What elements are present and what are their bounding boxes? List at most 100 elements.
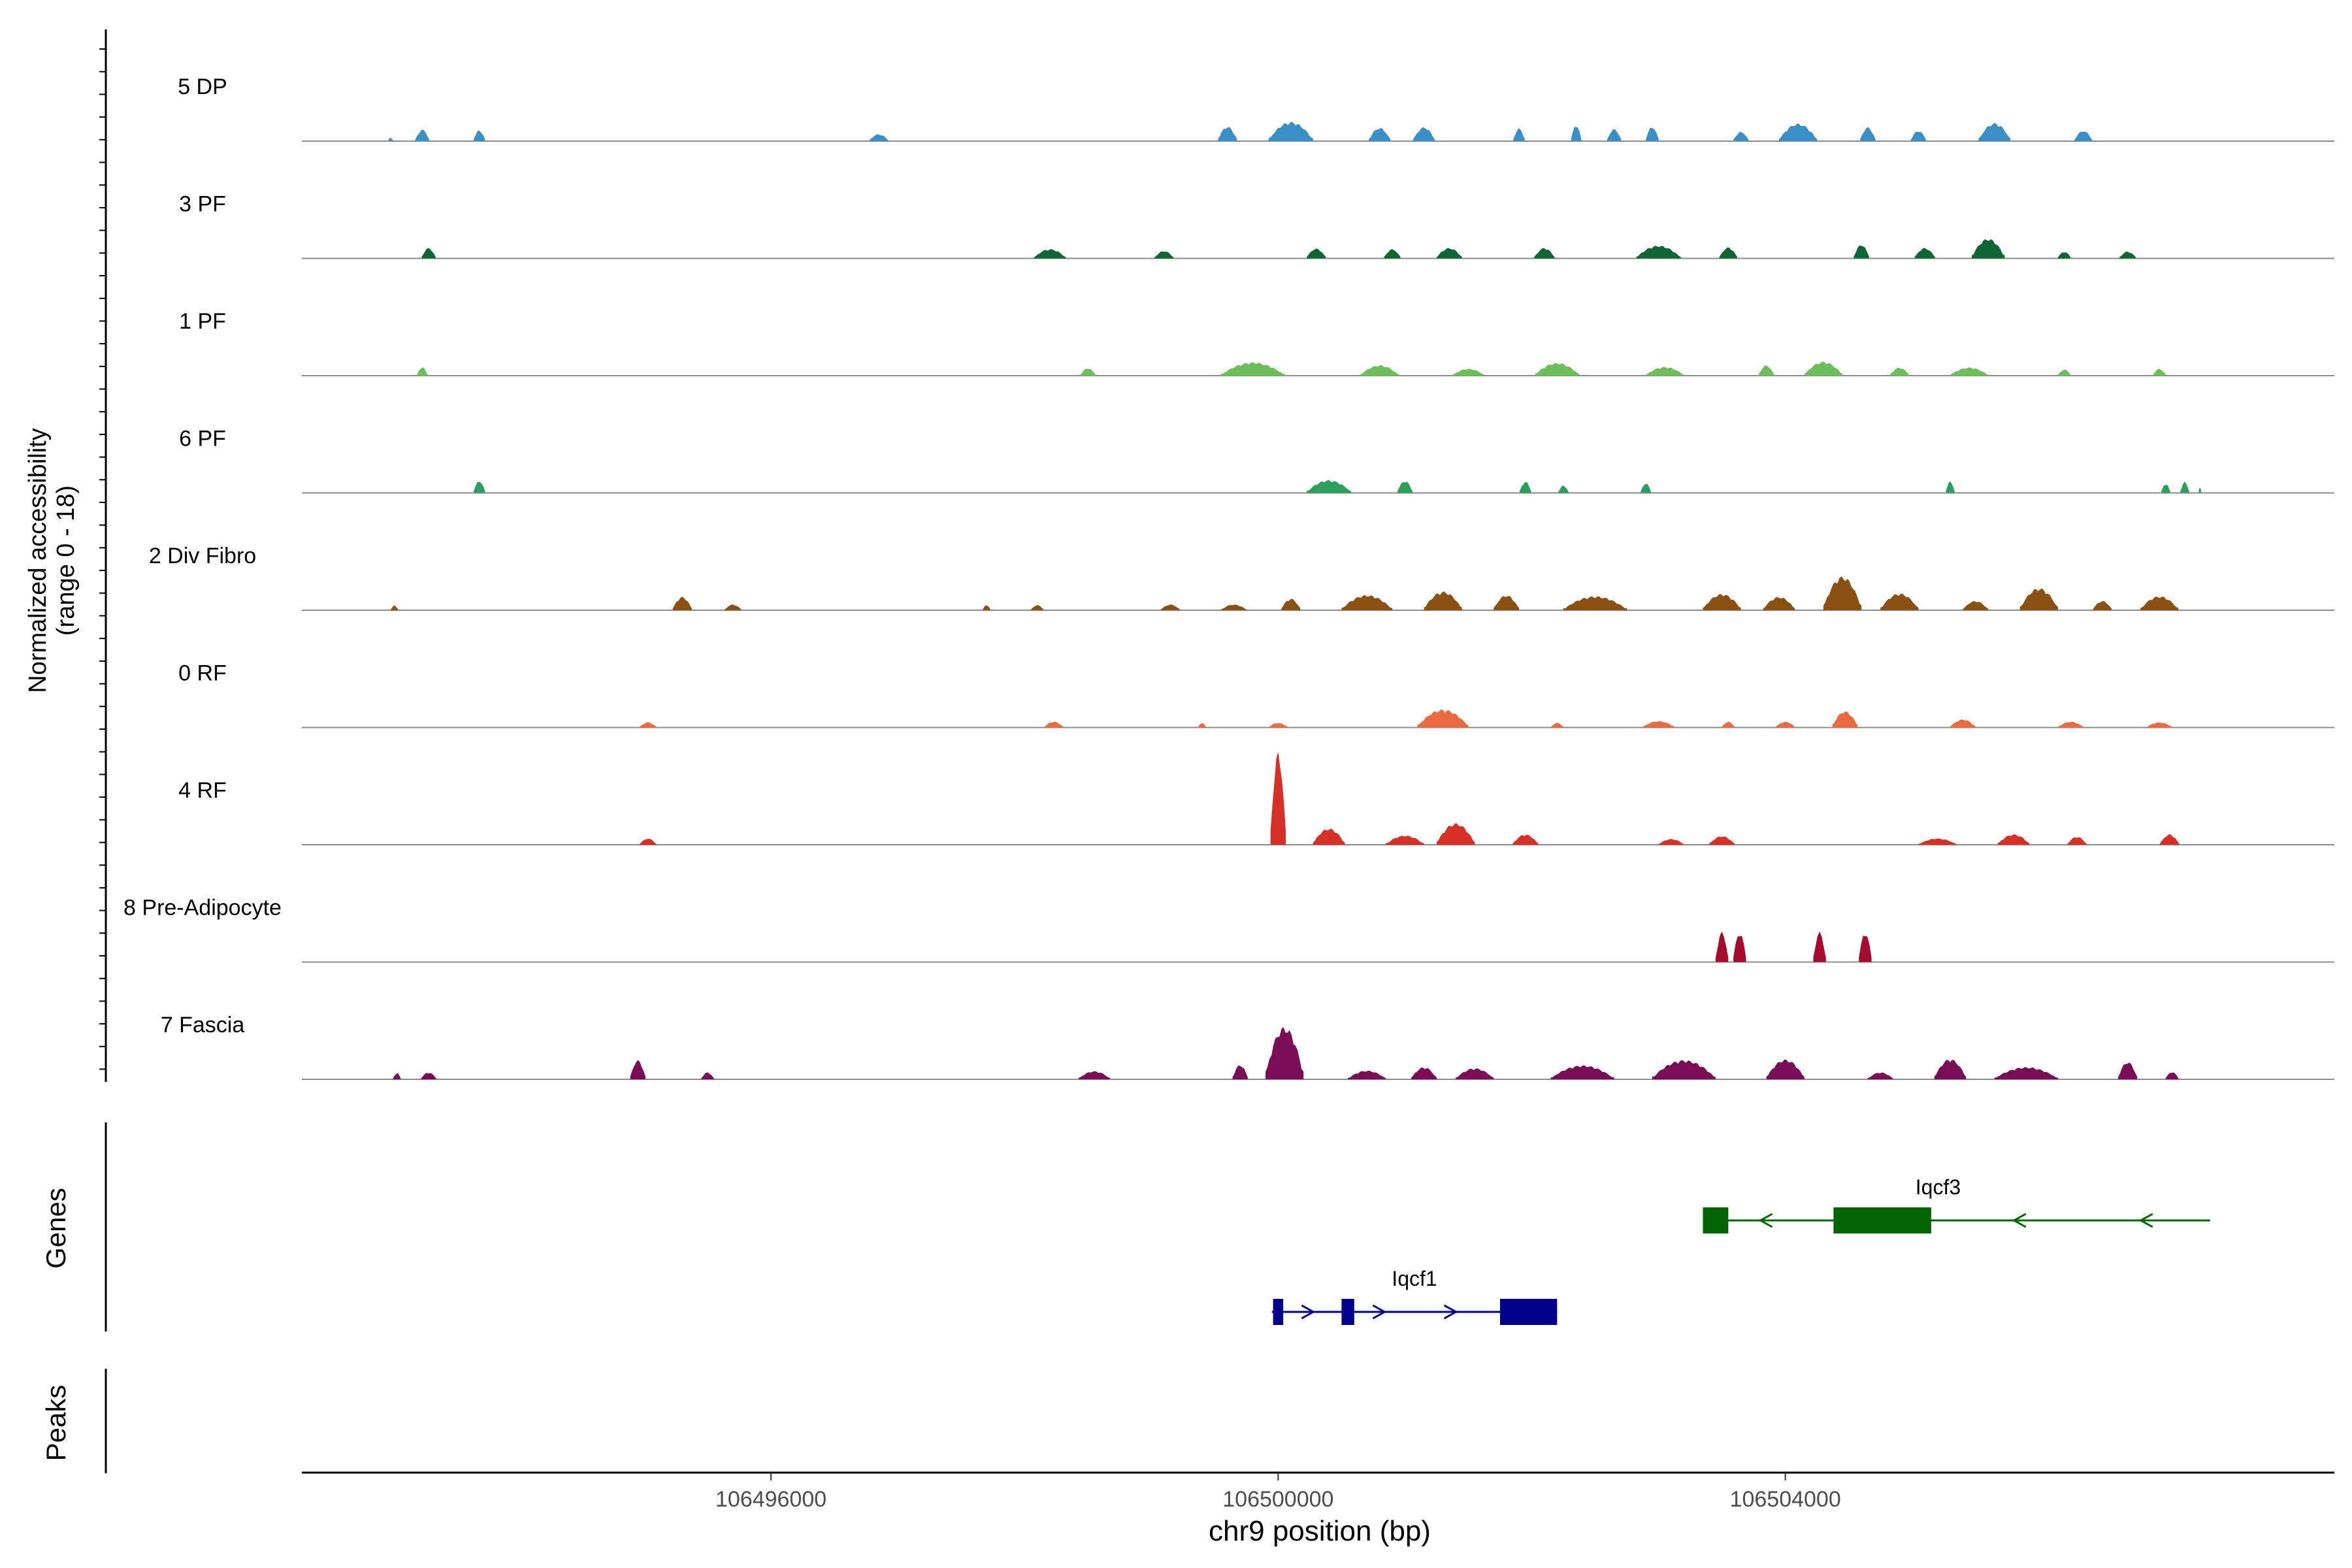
coverage-peak (1642, 721, 1674, 728)
coverage-peak (1034, 249, 1066, 259)
coverage-peak (390, 605, 399, 610)
coverage-peak (1766, 1059, 1805, 1079)
coverage-peak (1270, 751, 1286, 845)
coverage-peak (1386, 836, 1424, 845)
coverage-peak (2057, 369, 2071, 376)
coverage-peak (983, 605, 990, 610)
coverage-peak (2198, 487, 2202, 493)
coverage-peak (869, 134, 889, 141)
coverage-peak (1550, 723, 1563, 728)
gene-exon (1273, 1299, 1284, 1325)
coverage-peak (1997, 834, 2030, 845)
coverage-peak (1198, 723, 1206, 728)
coverage-peak (1646, 127, 1659, 141)
coverage-peak (1950, 719, 1976, 728)
strand-arrow (2012, 1213, 2027, 1228)
track-label: 1 PF (179, 309, 226, 334)
coverage-peak (1571, 127, 1582, 141)
coverage-peak (1044, 721, 1064, 728)
strand-arrow (1758, 1213, 1773, 1228)
coverage-peak (1722, 721, 1735, 728)
x-tick-label: 106500000 (1222, 1487, 1333, 1512)
coverage-peak (1078, 1071, 1111, 1079)
x-axis-title: chr9 position (bp) (1209, 1515, 1431, 1547)
coverage-peak (1534, 248, 1555, 259)
coverage-peak (474, 482, 485, 493)
coverage-peak (1733, 936, 1746, 962)
coverage-peak (1341, 595, 1392, 610)
track-label: 0 RF (178, 661, 227, 686)
coverage-peak (2153, 368, 2166, 376)
coverage-peak (1281, 598, 1301, 610)
coverage-peak (1307, 248, 1326, 259)
coverage-peak (1232, 1065, 1248, 1079)
x-tick-label: 106496000 (715, 1487, 826, 1512)
coverage-peak (415, 129, 429, 141)
coverage-peak (1268, 723, 1288, 728)
coverage-peak (1910, 131, 1927, 141)
coverage-peak (1652, 1060, 1716, 1079)
coverage-peak (1456, 1068, 1494, 1079)
coverage-peak (1520, 482, 1531, 493)
coverage-peak (1437, 823, 1475, 845)
coverage-peak (1512, 834, 1539, 845)
coverage-peak (1558, 485, 1569, 493)
coverage-peak (1859, 936, 1872, 962)
coverage-peak (1424, 591, 1462, 610)
coverage-peak (1641, 483, 1651, 493)
coverage-peak (1889, 367, 1909, 376)
coverage-peak (2093, 601, 2112, 610)
coverage-peak (2140, 596, 2179, 610)
gene-exon (1833, 1207, 1931, 1233)
coverage-peak (1978, 123, 2011, 141)
strand-arrow (2138, 1213, 2153, 1228)
coverage-peak (1946, 481, 1955, 493)
coverage-peak (388, 138, 393, 141)
coverage-peak (2057, 252, 2071, 259)
track-label: 2 Div Fibro (149, 544, 256, 568)
coverage-peak (1413, 127, 1435, 141)
coverage-peak (1080, 368, 1096, 376)
coverage-peak (2074, 131, 2093, 141)
coverage-peak (417, 367, 428, 376)
peaks-track-label: Peaks (41, 1385, 71, 1462)
coverage-peak (1733, 131, 1749, 141)
coverage-peak (1030, 605, 1044, 610)
coverage-peak (1804, 361, 1842, 376)
strand-arrow (1885, 1213, 1900, 1228)
coverage-peak (1779, 123, 1818, 141)
strand-arrow (1301, 1304, 1316, 1320)
coverage-peak (1397, 482, 1413, 493)
coverage-peak (2119, 252, 2136, 259)
coverage-peak (1369, 127, 1391, 141)
coverage-peak (1154, 251, 1174, 259)
coverage-peak (1494, 595, 1520, 610)
gene-name-label: Iqcf1 (1392, 1267, 1437, 1290)
coverage-peak (1758, 365, 1774, 376)
coverage-peak (1266, 1027, 1304, 1079)
coverage-peak (474, 130, 485, 141)
coverage-peak (2160, 834, 2180, 845)
coverage-peak (1994, 1067, 2058, 1079)
coverage-peak (1307, 480, 1351, 493)
coverage-peak (1384, 249, 1401, 259)
coverage-peak (1646, 367, 1684, 376)
coverage-peak (2146, 722, 2172, 728)
coverage-peak (1658, 839, 1684, 845)
coverage-peak (1719, 247, 1737, 259)
x-tick-label: 106504000 (1730, 1487, 1841, 1512)
track-label: 7 Fascia (161, 1013, 245, 1037)
coverage-peak (1360, 365, 1399, 376)
coverage-peak (1703, 594, 1741, 610)
coverage-peak (1268, 122, 1313, 141)
coverage-peak (1763, 596, 1795, 610)
coverage-peak (1513, 128, 1525, 141)
coverage-peak (1832, 711, 1858, 728)
track-label: 6 PF (179, 427, 226, 451)
peaks-track: Peaks (41, 1369, 107, 1473)
y-axis-range-label: (range 0 - 18) (52, 485, 80, 636)
coverage-peak (2180, 482, 2189, 493)
coverage-peak (1452, 368, 1484, 376)
strand-arrow (1515, 1304, 1529, 1320)
